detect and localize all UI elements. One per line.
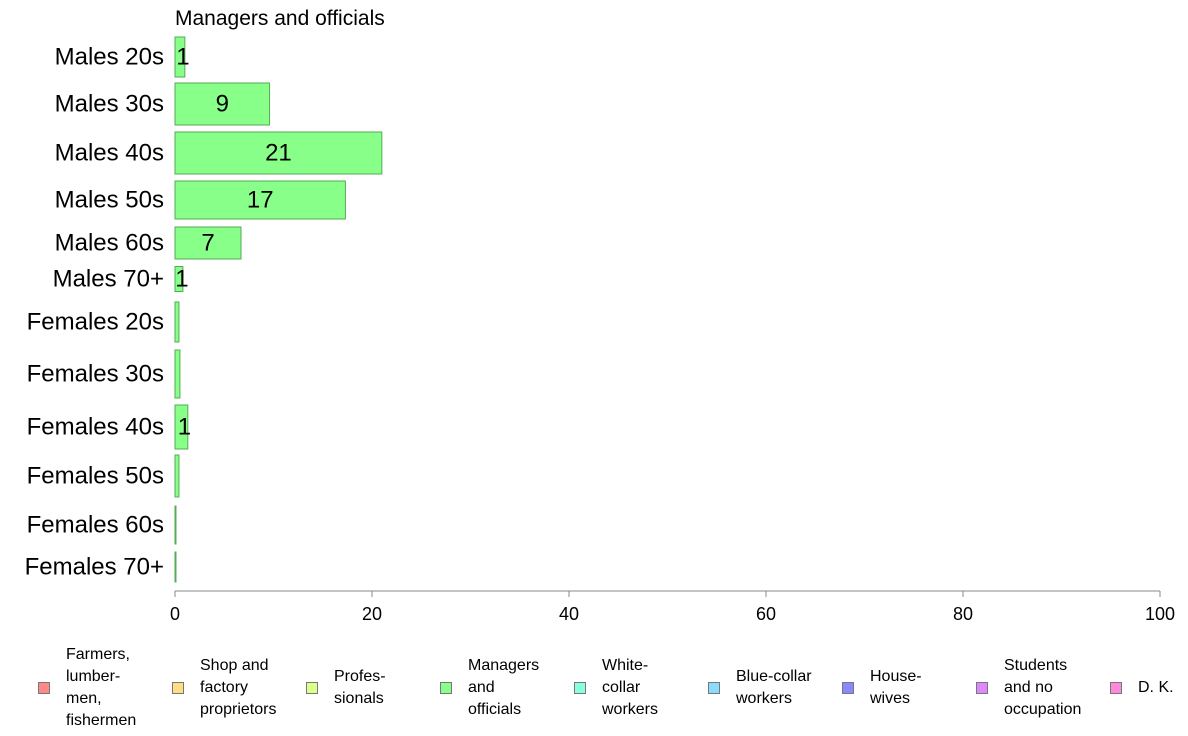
legend-label: Blue-collar workers [736, 668, 812, 707]
legend-item: White- collar workers [574, 640, 658, 736]
category-label: Males 50s [55, 187, 164, 214]
legend-swatch [440, 682, 452, 694]
bar [174, 131, 383, 175]
category-label: Males 40s [55, 140, 164, 167]
legend-swatch [708, 682, 720, 694]
data-label: 21 [265, 140, 292, 167]
legend-item: Blue-collar workers [708, 640, 812, 736]
legend-label: D. K. [1138, 679, 1174, 696]
category-label: Females 70+ [25, 554, 164, 581]
category-label: Males 20s [55, 44, 164, 71]
category-label: Males 70+ [53, 266, 164, 293]
legend-label: Farmers, lumber- men, fishermen [66, 646, 137, 729]
category-label: Females 30s [27, 361, 164, 388]
legend-item: D. K. [1110, 640, 1174, 736]
legend-item: Managers and officials [440, 640, 539, 736]
legend-swatch [574, 682, 586, 694]
legend-swatch [842, 682, 854, 694]
category-label: Females 50s [27, 463, 164, 490]
legend-label: Managers and officials [468, 657, 540, 718]
data-label: 1 [175, 266, 188, 293]
chart-title: Managers and officials [175, 7, 385, 30]
x-tick-label: 0 [170, 604, 180, 624]
bar [174, 180, 346, 220]
x-tick-label: 20 [362, 604, 382, 624]
legend-swatch [976, 682, 988, 694]
legend-label: Profes- sionals [334, 668, 386, 707]
x-tick-label: 40 [559, 604, 579, 624]
bar [174, 226, 242, 260]
legend-item: House- wives [842, 640, 922, 736]
bar-chart: Managers and officials Males 20s 1 Males 3… [25, 7, 1175, 624]
legend-swatch [1110, 682, 1122, 694]
legend-item: Shop and factory proprietors [172, 640, 276, 736]
bar [174, 301, 180, 343]
category-label: Females 40s [27, 414, 164, 441]
x-tick-label: 80 [953, 604, 973, 624]
legend-item: Profes- sionals [306, 640, 386, 736]
legend-swatch [38, 682, 50, 694]
legend-swatch [306, 682, 318, 694]
bar [174, 349, 181, 399]
bar [174, 266, 184, 292]
bar [174, 505, 177, 545]
data-label: 7 [201, 230, 214, 257]
legend-swatch [172, 682, 184, 694]
data-label: 9 [216, 91, 229, 118]
x-tick-label: 100 [1145, 604, 1175, 624]
category-label: Females 20s [27, 309, 164, 336]
category-label: Males 60s [55, 230, 164, 257]
x-tick-label: 60 [756, 604, 776, 624]
data-label: 1 [178, 414, 191, 441]
bar [174, 82, 271, 126]
legend-item: Farmers, lumber- men, fishermen [38, 640, 136, 736]
legend-label: White- collar workers [602, 657, 659, 718]
legend-label: House- wives [870, 668, 922, 707]
legend-label: Shop and factory proprietors [200, 657, 277, 718]
legend-label: Students and no occupation [1004, 657, 1082, 718]
bar [174, 551, 177, 583]
bar [174, 404, 189, 450]
category-label: Females 60s [27, 512, 164, 539]
category-label: Males 30s [55, 91, 164, 118]
legend: Farmers, lumber- men, fishermen Shop and … [0, 640, 1188, 736]
legend-item: Students and no occupation [976, 640, 1081, 736]
bar [174, 36, 186, 78]
bar [174, 454, 180, 498]
data-label: 17 [247, 187, 274, 214]
data-label: 1 [176, 44, 189, 71]
